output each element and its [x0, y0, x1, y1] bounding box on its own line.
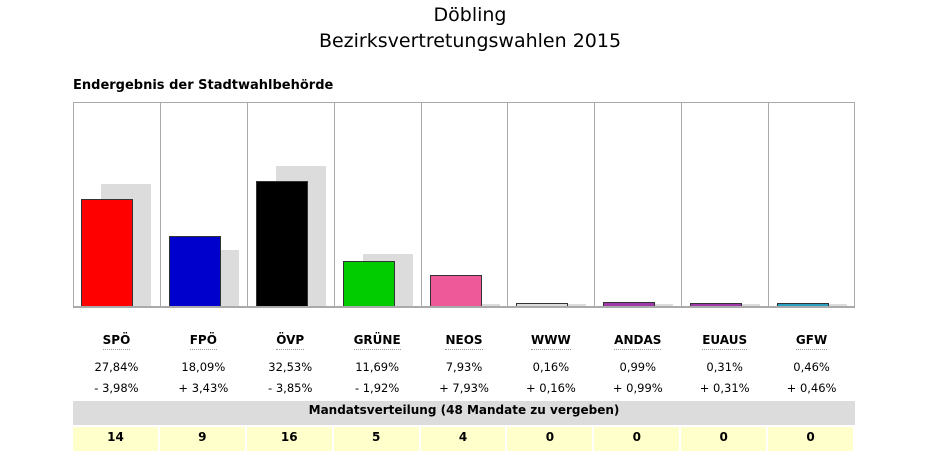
- seats-label: 0: [594, 427, 680, 451]
- percent-row: 27,84% 18,09% 32,53% 11,69% 7,93% 0,16% 0,99% 0…: [73, 360, 855, 374]
- seats-label: 0: [768, 427, 854, 451]
- diff-label: - 1,92%: [354, 381, 400, 395]
- percent-label: 0,46%: [793, 360, 830, 374]
- diff-label: + 0,31%: [699, 381, 750, 395]
- party-name-cell: WWW: [507, 333, 594, 350]
- result-bar: [516, 303, 569, 306]
- party-name-cell: GFW: [768, 333, 855, 350]
- result-bar: [342, 261, 395, 306]
- party-name: WWW: [531, 333, 571, 350]
- percent-label: 0,16%: [532, 360, 570, 374]
- party-name: EUAUS: [702, 333, 748, 350]
- percent-label: 18,09%: [181, 360, 226, 374]
- seats-label: 4: [420, 427, 506, 451]
- party-column: [768, 103, 856, 306]
- result-bar: [168, 236, 221, 306]
- percent-label: 11,69%: [355, 360, 400, 374]
- party-name: FPÖ: [189, 333, 217, 350]
- percent-label: 27,84%: [94, 360, 139, 374]
- party-column: [507, 103, 595, 306]
- mandate-header: Mandatsverteilung (48 Mandate zu vergebe…: [73, 401, 855, 425]
- party-name-cell: ÖVP: [247, 333, 334, 350]
- party-column: [159, 103, 248, 306]
- party-name: SPÖ: [102, 333, 131, 350]
- result-bar: [603, 302, 656, 306]
- seats-label: 9: [159, 427, 245, 451]
- seats-row: 14 9 16 5 4 0 0 0 0: [73, 427, 855, 451]
- seats-label: 14: [73, 427, 158, 451]
- chart-caption: Endergebnis der Stadtwahlbehörde: [73, 78, 334, 93]
- result-bar: [255, 180, 308, 306]
- party-name-cell: FPÖ: [160, 333, 247, 350]
- party-column: [594, 103, 682, 306]
- party-name: GFW: [795, 333, 828, 350]
- result-bar: [81, 198, 133, 306]
- party-name-cell: EUAUS: [681, 333, 768, 350]
- party-name: ANDAS: [614, 333, 662, 350]
- party-name: NEOS: [445, 333, 483, 350]
- diff-label: + 0,99%: [612, 381, 663, 395]
- percent-label: 7,93%: [445, 360, 483, 374]
- party-column: [681, 103, 769, 306]
- seats-label: 16: [246, 427, 332, 451]
- party-name-cell: ANDAS: [594, 333, 681, 350]
- percent-label: 0,31%: [706, 360, 743, 374]
- party-names: SPÖ FPÖ ÖVP GRÜNE NEOS WWW ANDAS EUAUS GFW: [73, 333, 855, 350]
- diff-label: + 7,93%: [439, 381, 489, 395]
- plot-area: [73, 102, 855, 308]
- chart-subtitle: Bezirksvertretungswahlen 2015: [318, 30, 622, 52]
- diff-row: - 3,98% + 3,43% - 3,85% - 1,92% + 7,93% + 0,1…: [73, 381, 855, 395]
- party-name: GRÜNE: [353, 333, 401, 350]
- party-name-cell: SPÖ: [73, 333, 160, 350]
- party-column: [333, 103, 422, 306]
- result-bar: [429, 275, 482, 306]
- result-bar: [690, 303, 743, 306]
- seats-label: 5: [333, 427, 419, 451]
- diff-label: - 3,85%: [268, 381, 313, 395]
- result-bar: [777, 303, 830, 306]
- seats-label: 0: [681, 427, 767, 451]
- diff-label: - 3,98%: [94, 381, 139, 395]
- party-name: ÖVP: [276, 333, 305, 350]
- party-column: [73, 103, 160, 306]
- percent-label: 32,53%: [268, 360, 313, 374]
- party-name-cell: NEOS: [421, 333, 508, 350]
- chart-title: Döbling: [433, 4, 507, 26]
- seats-label: 0: [507, 427, 593, 451]
- diff-label: + 0,46%: [786, 381, 837, 395]
- party-column: [420, 103, 509, 306]
- percent-label: 0,99%: [619, 360, 657, 374]
- diff-label: + 0,16%: [525, 381, 576, 395]
- diff-label: + 3,43%: [178, 381, 229, 395]
- party-column: [246, 103, 335, 306]
- party-name-cell: GRÜNE: [334, 333, 421, 350]
